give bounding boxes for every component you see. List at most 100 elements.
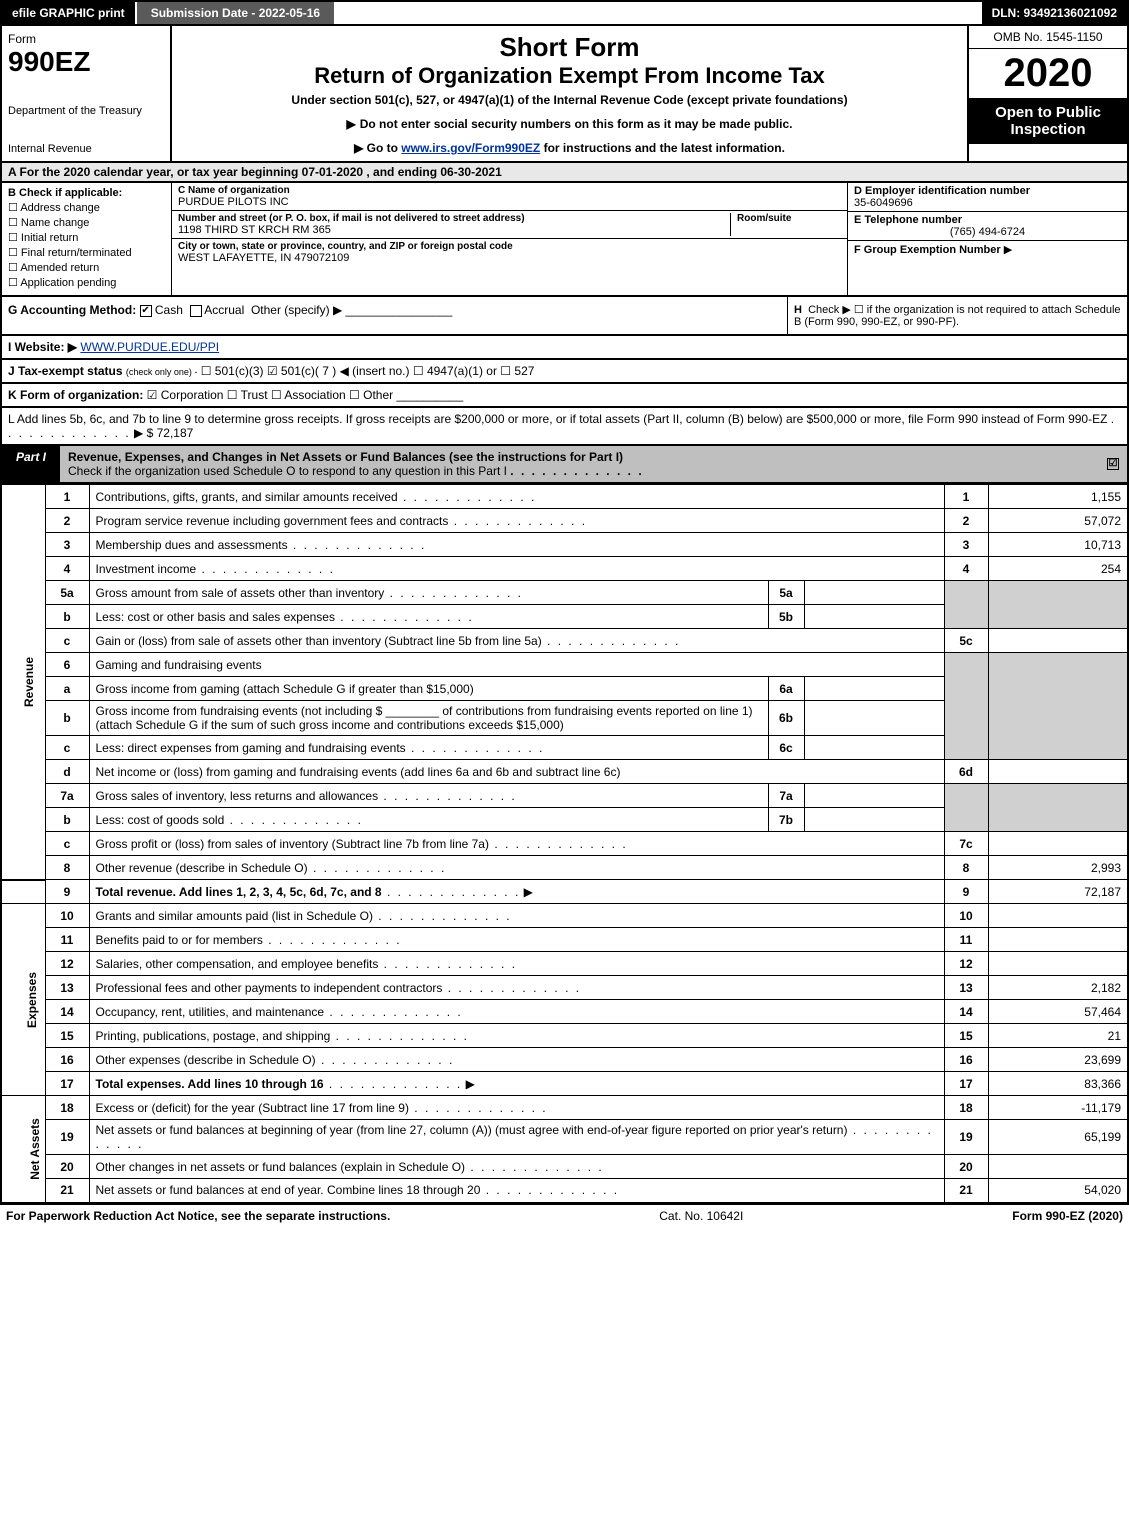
efile-print-label[interactable]: efile GRAPHIC print bbox=[2, 2, 135, 24]
l6c-no: c bbox=[45, 736, 89, 760]
l21-val: 54,020 bbox=[988, 1179, 1128, 1203]
l14-val: 57,464 bbox=[988, 1000, 1128, 1024]
cb-application-pending[interactable]: ☐ Application pending bbox=[8, 276, 165, 289]
l5a-subno: 5a bbox=[768, 581, 804, 605]
l11-rno: 11 bbox=[944, 928, 988, 952]
l6-gray-val bbox=[988, 653, 1128, 760]
l5c-no: c bbox=[45, 629, 89, 653]
return-title: Return of Organization Exempt From Incom… bbox=[182, 63, 957, 89]
ein-value: 35-6049696 bbox=[854, 197, 1121, 209]
l1-no: 1 bbox=[45, 485, 89, 509]
phone-value: (765) 494-6724 bbox=[854, 226, 1121, 238]
cb-name-change[interactable]: ☐ Name change bbox=[8, 216, 165, 229]
l7a-no: 7a bbox=[45, 784, 89, 808]
box-e: E Telephone number (765) 494-6724 bbox=[848, 211, 1127, 240]
part-i-title-row: Revenue, Expenses, and Changes in Net As… bbox=[60, 446, 1127, 482]
l20-val bbox=[988, 1155, 1128, 1179]
l16-no: 16 bbox=[45, 1048, 89, 1072]
l7c-rno: 7c bbox=[944, 832, 988, 856]
l7a-subval bbox=[804, 784, 944, 808]
l15-no: 15 bbox=[45, 1024, 89, 1048]
row-l: L Add lines 5b, 6c, and 7b to line 9 to … bbox=[0, 408, 1129, 446]
box-d: D Employer identification number 35-6049… bbox=[848, 183, 1127, 211]
row-l-value: 72,187 bbox=[157, 426, 194, 440]
l17-desc: Total expenses. Add lines 10 through 16 bbox=[96, 1077, 324, 1091]
l2-rno: 2 bbox=[944, 509, 988, 533]
website-label: I Website: ▶ bbox=[8, 340, 77, 354]
h-label: H bbox=[794, 304, 802, 316]
street-value: 1198 THIRD ST KRCH RM 365 bbox=[178, 224, 724, 236]
footer-left: For Paperwork Reduction Act Notice, see … bbox=[6, 1209, 390, 1223]
l7b-subval bbox=[804, 808, 944, 832]
l10-desc: Grants and similar amounts paid (list in… bbox=[96, 909, 373, 923]
l6b-desc: Gross income from fundraising events (no… bbox=[89, 701, 768, 736]
l7b-desc: Less: cost of goods sold bbox=[96, 813, 225, 827]
cb-final-return[interactable]: ☐ Final return/terminated bbox=[8, 246, 165, 259]
l3-rno: 3 bbox=[944, 533, 988, 557]
page-footer: For Paperwork Reduction Act Notice, see … bbox=[0, 1204, 1129, 1227]
l8-no: 8 bbox=[45, 856, 89, 880]
row-l-text: L Add lines 5b, 6c, and 7b to line 9 to … bbox=[8, 412, 1107, 426]
row-g: G Accounting Method: ✔ Cash Accrual Othe… bbox=[2, 297, 787, 334]
cb-amended-return[interactable]: ☐ Amended return bbox=[8, 261, 165, 274]
tax-exempt-options: ☐ 501(c)(3) ☑ 501(c)( 7 ) ◀ (insert no.)… bbox=[201, 364, 535, 378]
l18-desc: Excess or (deficit) for the year (Subtra… bbox=[96, 1101, 409, 1115]
l21-no: 21 bbox=[45, 1179, 89, 1203]
l11-desc: Benefits paid to or for members bbox=[96, 933, 263, 947]
l6c-desc: Less: direct expenses from gaming and fu… bbox=[96, 741, 406, 755]
l9-rno: 9 bbox=[944, 880, 988, 904]
title-col: Short Form Return of Organization Exempt… bbox=[172, 26, 967, 161]
l5ab-gray bbox=[944, 581, 988, 629]
return-subtitle: Under section 501(c), 527, or 4947(a)(1)… bbox=[182, 93, 957, 107]
street-label: Number and street (or P. O. box, if mail… bbox=[178, 213, 724, 224]
l12-val bbox=[988, 952, 1128, 976]
revenue-side-label: Revenue bbox=[1, 485, 45, 880]
org-name: PURDUE PILOTS INC bbox=[178, 196, 841, 208]
info-block: B Check if applicable: ☐ Address change … bbox=[0, 183, 1129, 297]
l21-rno: 21 bbox=[944, 1179, 988, 1203]
l21-desc: Net assets or fund balances at end of ye… bbox=[96, 1183, 481, 1197]
l7a-subno: 7a bbox=[768, 784, 804, 808]
l16-rno: 16 bbox=[944, 1048, 988, 1072]
l19-val: 65,199 bbox=[988, 1120, 1128, 1155]
l5b-desc: Less: cost or other basis and sales expe… bbox=[96, 610, 335, 624]
l7b-no: b bbox=[45, 808, 89, 832]
l6-gray bbox=[944, 653, 988, 760]
irs-link[interactable]: www.irs.gov/Form990EZ bbox=[401, 141, 540, 155]
l6d-rno: 6d bbox=[944, 760, 988, 784]
website-value[interactable]: WWW.PURDUE.EDU/PPI bbox=[80, 340, 219, 354]
l7c-desc: Gross profit or (loss) from sales of inv… bbox=[96, 837, 489, 851]
cb-initial-return[interactable]: ☐ Initial return bbox=[8, 231, 165, 244]
cb-address-change[interactable]: ☐ Address change bbox=[8, 201, 165, 214]
tax-exempt-small: (check only one) - bbox=[126, 367, 198, 377]
l14-rno: 14 bbox=[944, 1000, 988, 1024]
footer-catno: Cat. No. 10642I bbox=[659, 1209, 743, 1223]
l11-val bbox=[988, 928, 1128, 952]
l13-rno: 13 bbox=[944, 976, 988, 1000]
l10-rno: 10 bbox=[944, 904, 988, 928]
l17-rno: 17 bbox=[944, 1072, 988, 1096]
l6a-subval bbox=[804, 677, 944, 701]
l6-no: 6 bbox=[45, 653, 89, 677]
l2-no: 2 bbox=[45, 509, 89, 533]
l5c-rno: 5c bbox=[944, 629, 988, 653]
org-name-label: C Name of organization bbox=[178, 185, 841, 196]
part-i-checkbox[interactable]: ☑ bbox=[1107, 458, 1119, 470]
cb-cash[interactable]: ✔ bbox=[140, 305, 152, 317]
l4-val: 254 bbox=[988, 557, 1128, 581]
l20-no: 20 bbox=[45, 1155, 89, 1179]
row-a-tax-year: A For the 2020 calendar year, or tax yea… bbox=[0, 163, 1129, 183]
form-word: Form bbox=[8, 32, 164, 46]
cb-accrual[interactable] bbox=[190, 305, 202, 317]
l16-desc: Other expenses (describe in Schedule O) bbox=[96, 1053, 316, 1067]
l6b-subval bbox=[804, 701, 944, 736]
l7c-val bbox=[988, 832, 1128, 856]
netassets-side-label: Net Assets bbox=[1, 1096, 45, 1203]
row-l-arrow: ▶ $ bbox=[134, 426, 153, 440]
l17-val: 83,366 bbox=[988, 1072, 1128, 1096]
dln-label: DLN: 93492136021092 bbox=[982, 2, 1127, 24]
l10-val bbox=[988, 904, 1128, 928]
org-name-row: C Name of organization PURDUE PILOTS INC bbox=[172, 183, 847, 211]
group-exemption-arrow: ▶ bbox=[1004, 244, 1012, 256]
goto-prefix: Go to bbox=[367, 141, 402, 155]
